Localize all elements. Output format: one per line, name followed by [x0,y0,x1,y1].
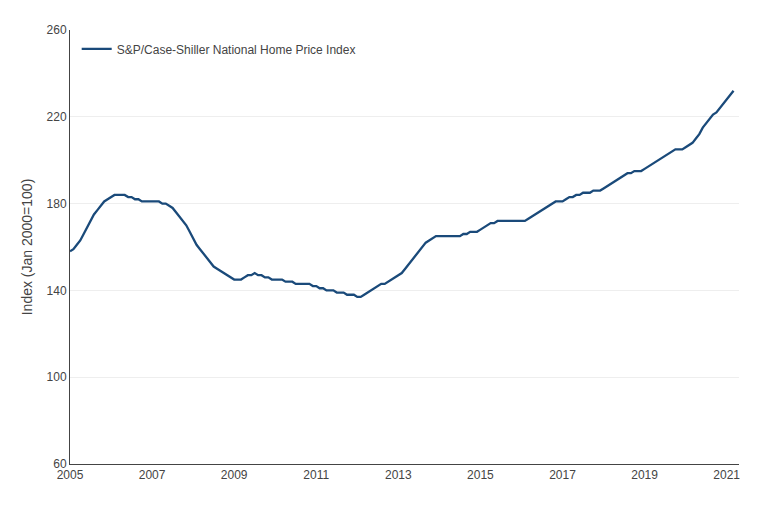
svg-text:220: 220 [47,110,67,124]
svg-text:180: 180 [47,197,67,211]
svg-text:260: 260 [47,23,67,37]
svg-text:2019: 2019 [631,468,658,482]
svg-text:2017: 2017 [549,468,576,482]
svg-text:2013: 2013 [385,468,412,482]
svg-text:S&P/Case-Shiller National Home: S&P/Case-Shiller National Home Price Ind… [117,43,356,57]
svg-text:2009: 2009 [221,468,248,482]
svg-text:2021: 2021 [713,468,740,482]
svg-text:100: 100 [47,370,67,384]
svg-text:2007: 2007 [139,468,166,482]
svg-text:2005: 2005 [57,468,84,482]
svg-text:Index (Jan 2000=100): Index (Jan 2000=100) [19,179,35,316]
svg-text:2015: 2015 [467,468,494,482]
svg-text:2011: 2011 [303,468,329,482]
svg-text:60: 60 [53,457,67,471]
svg-text:140: 140 [47,284,67,298]
